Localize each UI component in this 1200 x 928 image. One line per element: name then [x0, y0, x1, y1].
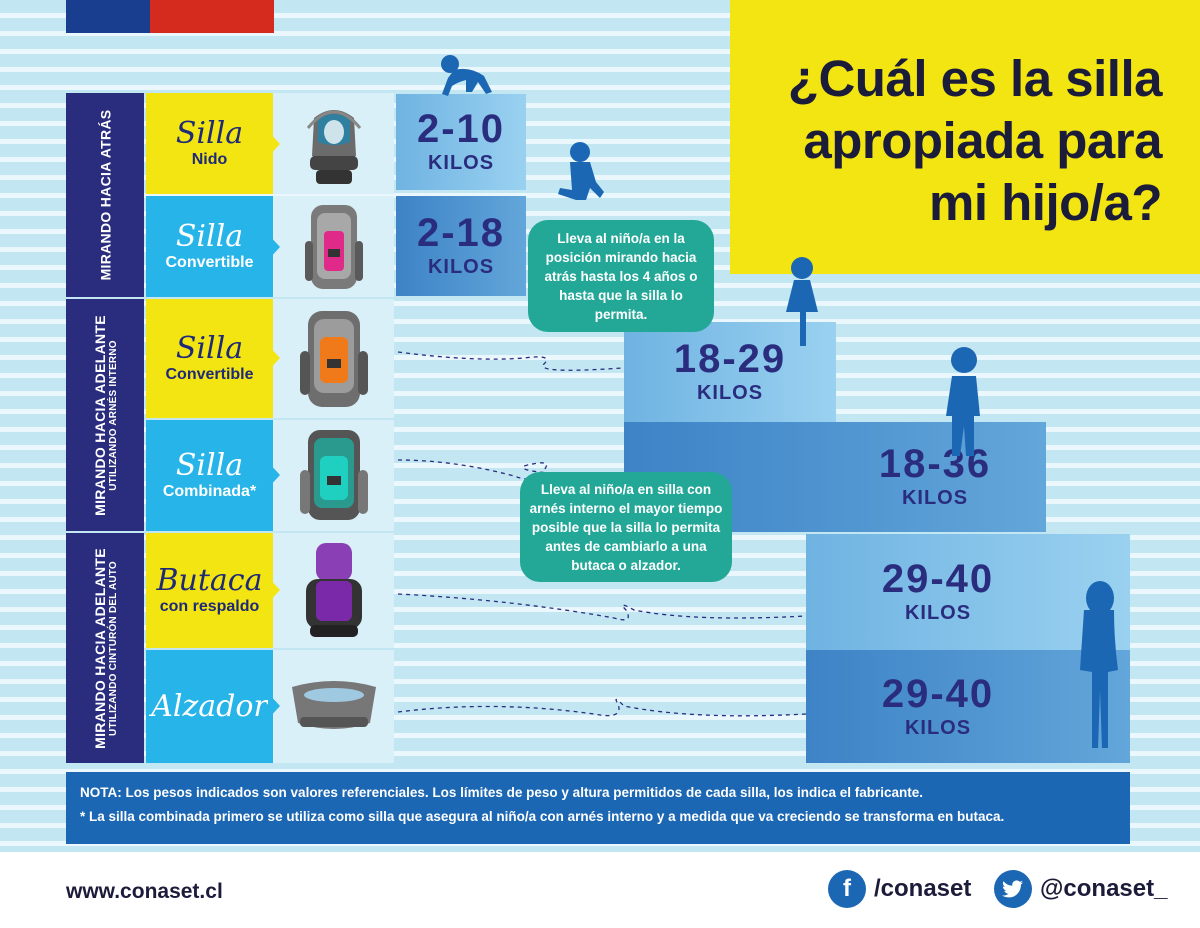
- arrow-right-icon: [268, 462, 280, 488]
- note-label: NOTA:: [80, 785, 122, 800]
- sitting-baby-icon: [558, 142, 604, 200]
- weight-unit: KILOS: [696, 382, 764, 404]
- seat-image-cell: [273, 533, 394, 648]
- weight-unit: KILOS: [904, 602, 972, 624]
- note-box: NOTA: Los pesos indicados son valores re…: [66, 772, 1130, 844]
- convertible-seat-pink-icon: [304, 204, 363, 289]
- title-line-1: ¿Cuál es la silla: [787, 50, 1163, 107]
- combination-seat-teal-icon: [299, 429, 368, 520]
- section-forward-belt: MIRANDO HACIA ADELANTE UTILIZANDO CINTUR…: [66, 533, 144, 763]
- page-title: ¿Cuál es la silla apropiada para mi hijo…: [787, 48, 1163, 234]
- arrow-right-icon: [268, 131, 280, 157]
- facebook-handle: /conaset: [874, 875, 972, 902]
- seat-sub-label: Convertible: [165, 253, 254, 271]
- weight-range: 18-29: [673, 337, 787, 381]
- twitter-link[interactable]: @conaset_: [994, 870, 1167, 908]
- facebook-link[interactable]: f /conaset: [828, 870, 971, 908]
- section-forward-harness: MIRANDO HACIA ADELANTE UTILIZANDO ARNÉS …: [66, 299, 144, 531]
- tip-bubble-rear-facing: Lleva al niño/a en la posición mirando h…: [528, 220, 714, 332]
- section-rear-facing: MIRANDO HACIA ATRÁS: [66, 93, 144, 297]
- weight-range: 2-18: [416, 211, 506, 255]
- weight-unit: KILOS: [427, 256, 495, 278]
- arrow-right-icon: [268, 345, 280, 371]
- facebook-icon: f: [828, 870, 866, 908]
- seat-image-cell: [273, 299, 394, 418]
- note-text: Los pesos indicados son valores referenc…: [125, 785, 924, 800]
- note-footnote: * La silla combinada primero se utiliza …: [80, 809, 1005, 824]
- seat-label-combinada: Silla Combinada*: [146, 420, 273, 531]
- arrow-right-icon: [268, 693, 280, 719]
- title-panel: ¿Cuál es la silla apropiada para mi hijo…: [730, 0, 1200, 274]
- twitter-icon: [994, 870, 1032, 908]
- title-line-2: apropiada para: [803, 112, 1162, 169]
- weight-range: 2-10: [416, 107, 506, 151]
- weight-unit: KILOS: [427, 152, 495, 174]
- infant-carrier-seat-icon: [306, 109, 361, 184]
- section-forward-belt-subtitle: UTILIZANDO CINTURÓN DEL AUTO: [107, 560, 119, 736]
- title-line-3: mi hijo/a?: [928, 174, 1163, 231]
- seat-sub-label: Nido: [191, 150, 228, 168]
- weight-step-1: 2-10 KILOS: [396, 94, 526, 190]
- weight-range: 29-40: [881, 671, 995, 716]
- weight-step-5: 29-40 KILOS: [806, 534, 1130, 650]
- weight-step-2: 2-18 KILOS: [396, 196, 526, 296]
- arrow-right-icon: [268, 577, 280, 603]
- seat-script-label: Silla: [175, 447, 244, 483]
- seat-sub-label: Convertible: [165, 365, 254, 383]
- seat-label-butaca: Butaca con respaldo: [146, 533, 273, 648]
- seat-script-label: Silla: [175, 218, 244, 254]
- tip-bubble-harness: Lleva al niño/a en silla con arnés inter…: [520, 472, 732, 582]
- seat-label-nido: Silla Nido: [146, 93, 273, 194]
- footer: www.conaset.cl f /conaset @conaset_: [0, 852, 1200, 928]
- twitter-handle: @conaset_: [1040, 875, 1168, 902]
- section-forward-belt-title: MIRANDO HACIA ADELANTE: [91, 547, 108, 749]
- convertible-seat-orange-icon: [299, 310, 368, 407]
- arrow-right-icon: [268, 234, 280, 260]
- tip-text: Lleva al niño/a en silla con arnés inter…: [529, 481, 723, 573]
- booster-seat-icon: [291, 680, 376, 729]
- section-rear-title: MIRANDO HACIA ATRÁS: [97, 109, 113, 281]
- older-girl-icon: [1080, 581, 1118, 748]
- crawling-baby-icon: [441, 55, 492, 96]
- seat-label-convertible-forward: Silla Convertible: [146, 299, 273, 418]
- seat-image-cell: [273, 93, 394, 194]
- tip-text: Lleva al niño/a en la posición mirando h…: [544, 230, 698, 322]
- note-line: NOTA: Los pesos indicados son valores re…: [80, 781, 1116, 805]
- seat-label-convertible-rear: Silla Convertible: [146, 196, 273, 297]
- weight-unit: KILOS: [904, 716, 972, 739]
- seat-image-cell: [273, 420, 394, 531]
- section-forward-harness-subtitle: UTILIZANDO ARNÉS INTERNO: [107, 339, 119, 491]
- dashed-connectors: [397, 351, 807, 717]
- seat-image-cell: [273, 196, 394, 297]
- seat-script-label: Butaca: [156, 562, 263, 598]
- seat-sub-label: Combinada*: [162, 482, 257, 500]
- seat-image-cell: [273, 650, 394, 763]
- toddler-girl-icon: [786, 257, 818, 346]
- seat-sub-label: con respaldo: [159, 597, 260, 615]
- booster-with-back-icon: [305, 542, 362, 637]
- seat-script-label: Silla: [175, 330, 244, 366]
- child-boy-icon: [946, 347, 980, 456]
- flag-stripe-red: [150, 0, 274, 33]
- flag-stripe-blue: [66, 0, 150, 33]
- section-forward-harness-title: MIRANDO HACIA ADELANTE: [91, 314, 108, 516]
- weight-unit: KILOS: [901, 487, 969, 509]
- seat-script-label: Alzador: [151, 688, 268, 724]
- weight-range: 29-40: [881, 557, 995, 601]
- website-link[interactable]: www.conaset.cl: [66, 880, 223, 903]
- seat-label-alzador: Alzador: [146, 650, 273, 763]
- weight-step-6: 29-40 KILOS: [806, 650, 1130, 763]
- seat-script-label: Silla: [175, 115, 244, 151]
